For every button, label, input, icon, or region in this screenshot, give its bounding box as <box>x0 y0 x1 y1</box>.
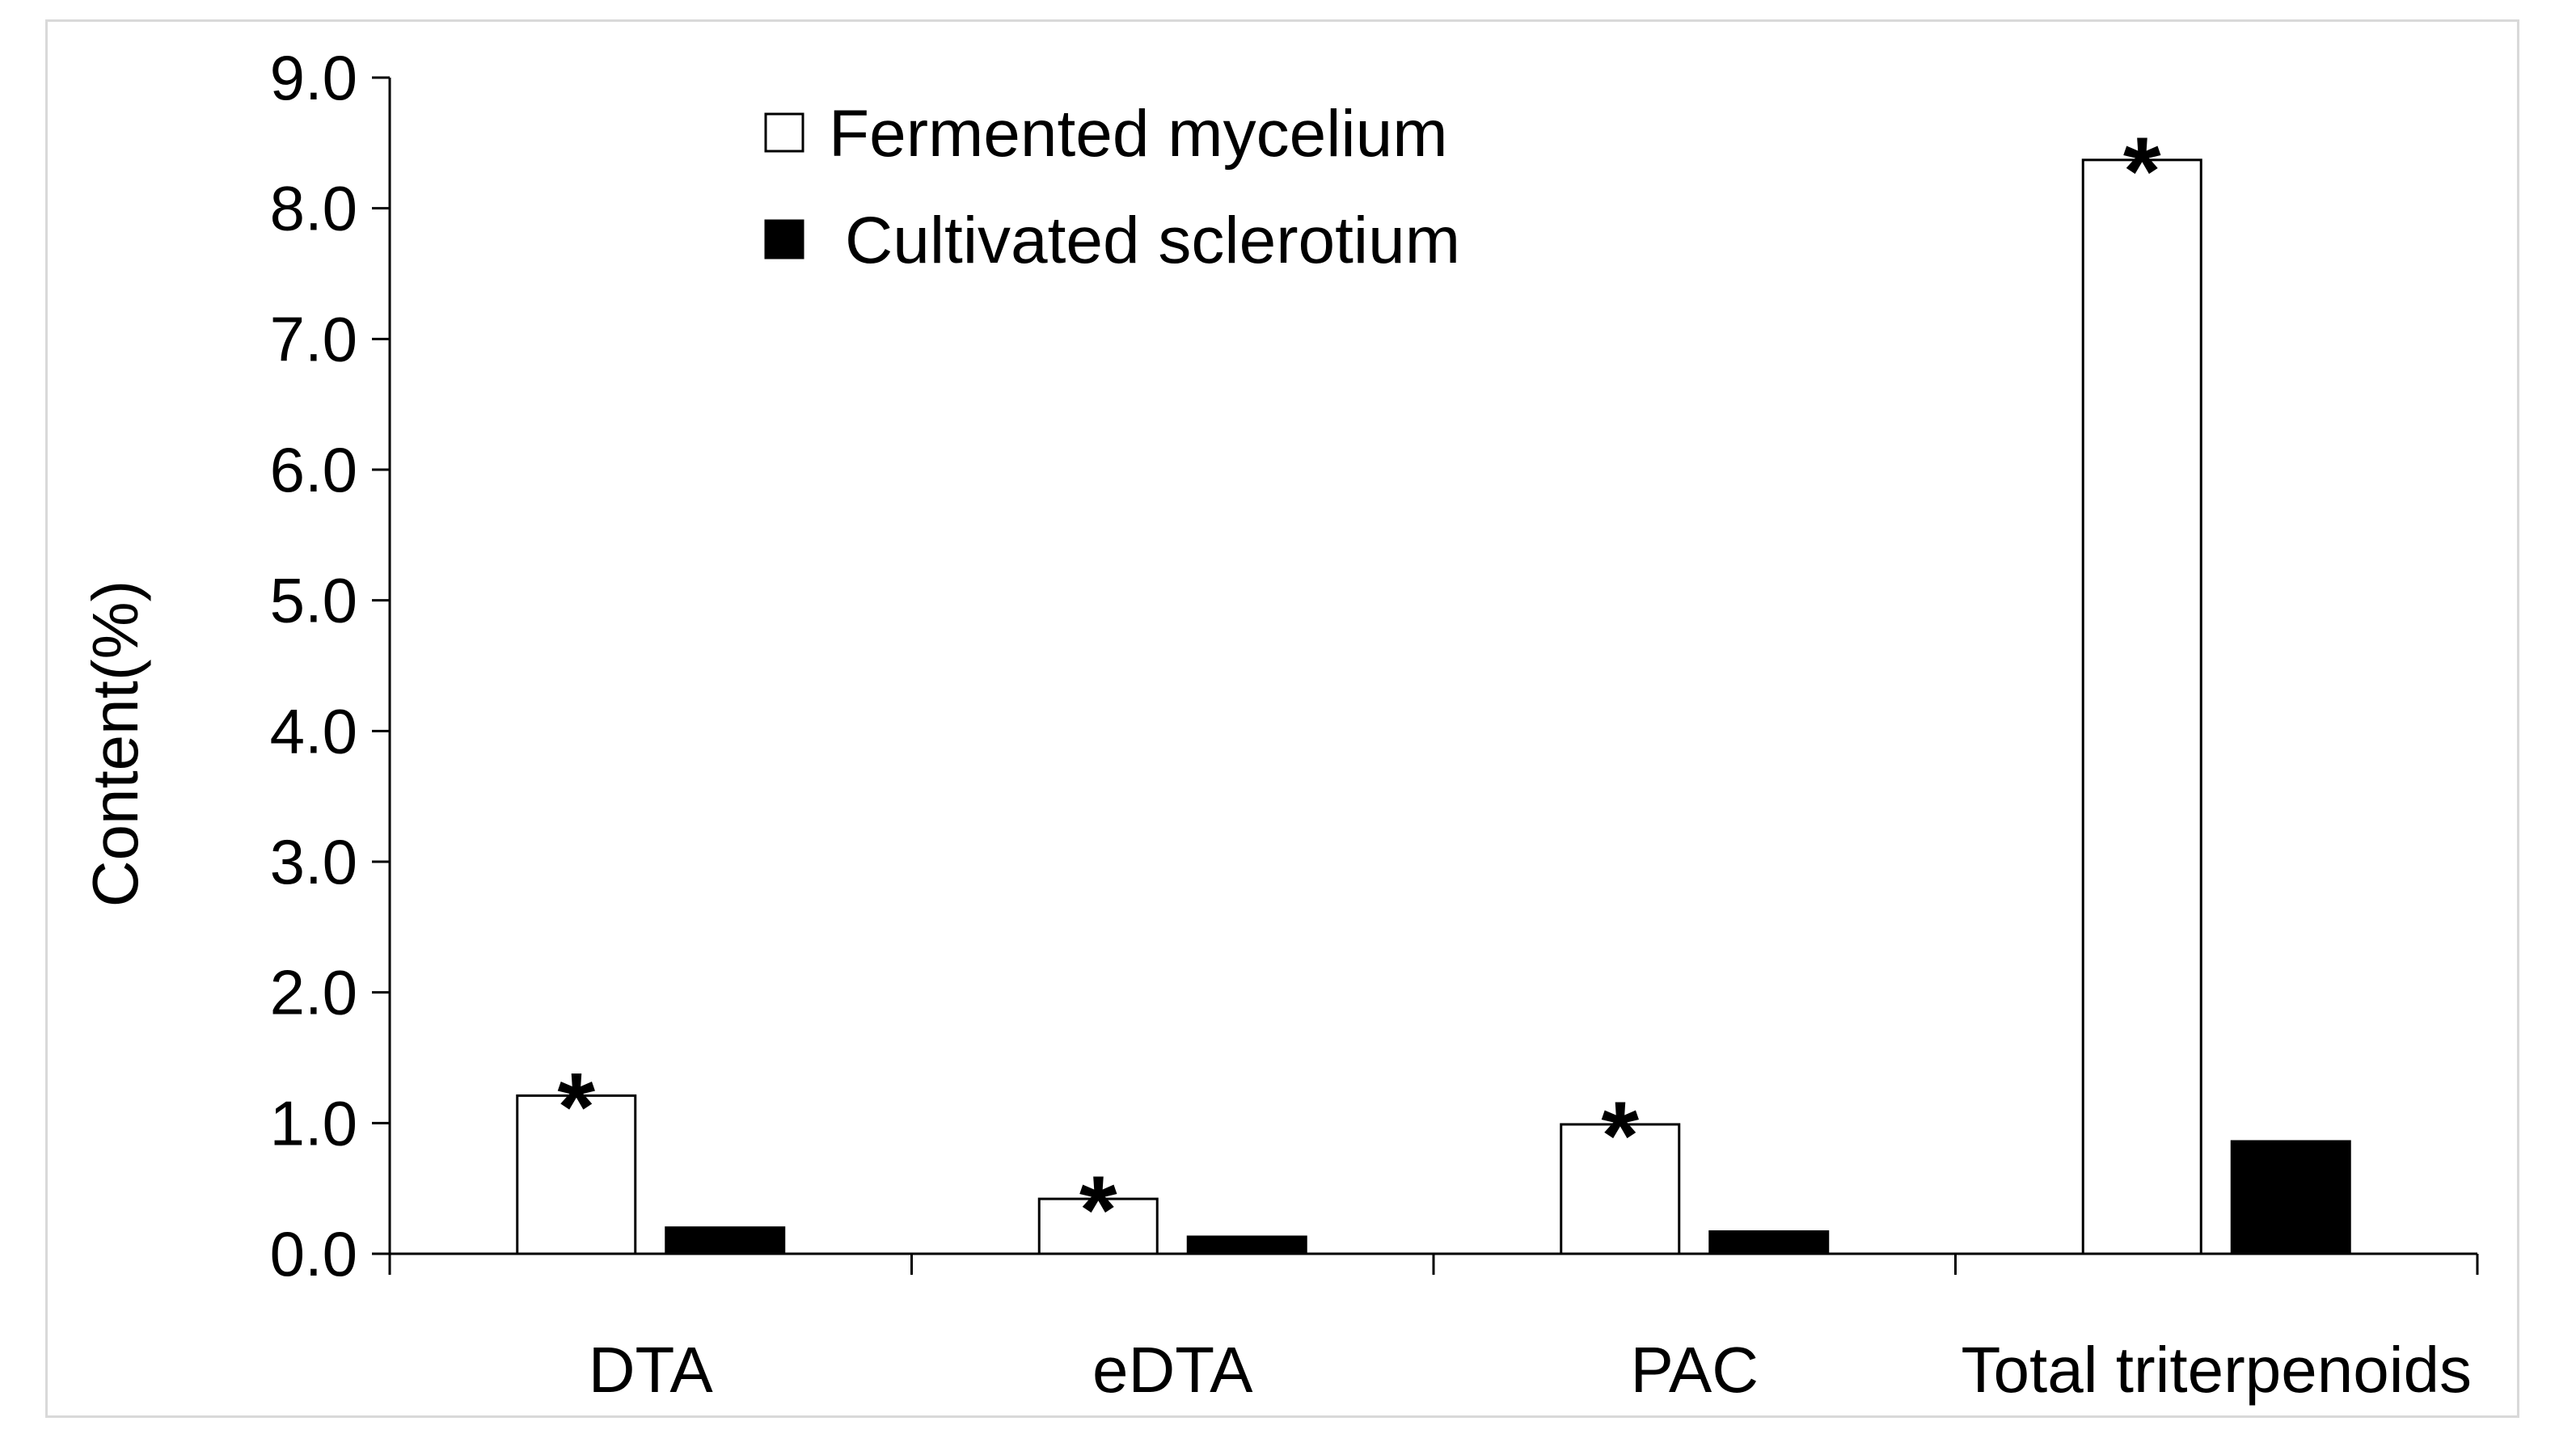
y-tick-label: 6.0 <box>270 434 357 505</box>
annotations: * * * * <box>557 117 2161 1264</box>
bar-edta-cultivated <box>1186 1235 1307 1255</box>
significance-marker: * <box>1601 1082 1639 1190</box>
y-tick-label: 4.0 <box>270 695 357 766</box>
legend-swatch <box>764 112 804 153</box>
x-category-label: Total triterpenoids <box>1962 1334 2472 1406</box>
x-axis-categories: DTA eDTA PAC Total triterpenoids <box>589 1334 2472 1406</box>
y-tick-label: 0.0 <box>270 1218 357 1289</box>
axes <box>388 78 2479 1275</box>
x-category-label: eDTA <box>1092 1334 1253 1406</box>
bars <box>516 158 2351 1255</box>
bar-dta-fermented <box>516 1094 637 1255</box>
y-tick-label: 8.0 <box>270 173 357 244</box>
x-category-label: PAC <box>1630 1334 1759 1406</box>
x-category-label: DTA <box>589 1334 714 1406</box>
legend-swatch <box>764 219 804 259</box>
bar-pac-fermented <box>1560 1123 1681 1255</box>
y-tick-label: 3.0 <box>270 826 357 897</box>
y-tick-label: 1.0 <box>270 1087 357 1158</box>
y-tick-label: 2.0 <box>270 957 357 1028</box>
bar-dta-cultivated <box>665 1226 786 1255</box>
significance-marker: * <box>557 1052 595 1161</box>
y-tick-label: 9.0 <box>270 42 357 113</box>
bar-total-triterpenoids-fermented <box>2081 158 2202 1255</box>
legend-label: Cultivated sclerotium <box>845 204 1460 277</box>
legend-label: Fermented mycelium <box>829 97 1448 171</box>
y-axis-ticks: 0.0 1.0 2.0 3.0 4.0 5.0 6.0 7.0 8.0 9.0 <box>270 42 390 1289</box>
bar-total-triterpenoids-cultivated <box>2230 1140 2351 1255</box>
y-axis-label: Content(%) <box>79 580 151 908</box>
significance-marker: * <box>1079 1156 1117 1264</box>
y-tick-label: 5.0 <box>270 565 357 636</box>
bar-pac-cultivated <box>1708 1230 1830 1255</box>
y-tick-label: 7.0 <box>270 303 357 374</box>
significance-marker: * <box>2123 117 2161 226</box>
legend: Fermented mycelium Cultivated sclerotium <box>764 97 1460 277</box>
